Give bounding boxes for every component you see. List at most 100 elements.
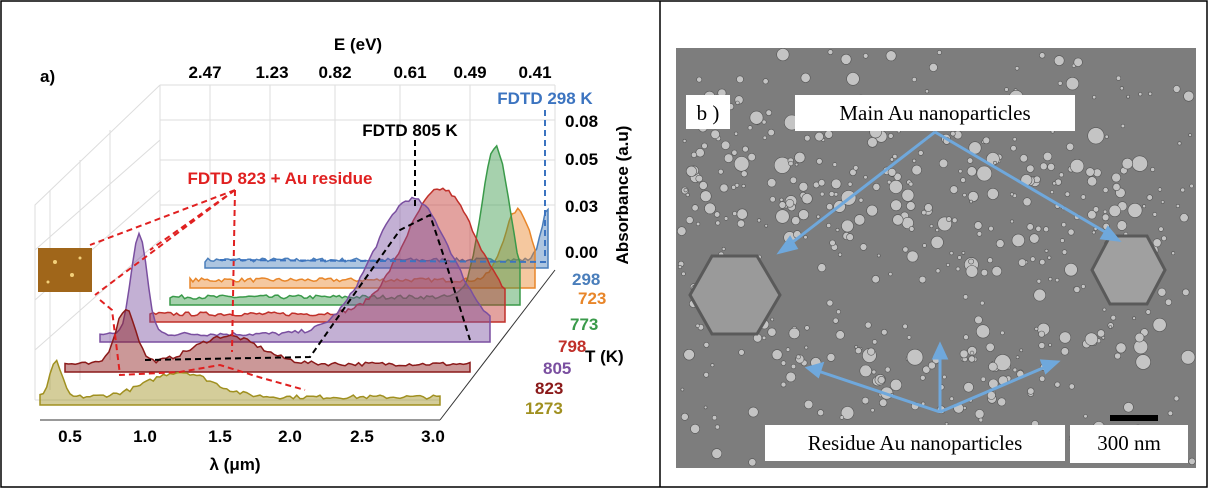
particle: [906, 335, 912, 340]
particle: [1110, 314, 1117, 321]
particle: [731, 149, 738, 156]
particle: [960, 177, 966, 183]
particle: [817, 409, 824, 417]
particle: [734, 131, 739, 136]
particle: [771, 349, 783, 361]
top-tick-label: 2.47: [188, 63, 221, 82]
particle: [1067, 228, 1075, 236]
particle: [1035, 225, 1042, 232]
particle: [935, 268, 941, 274]
particle: [849, 168, 857, 176]
particle: [1018, 258, 1027, 267]
particle: [814, 131, 824, 142]
label-box: [1070, 425, 1188, 463]
particle: [1073, 57, 1083, 67]
particle: [1121, 157, 1134, 170]
particle: [963, 334, 969, 341]
panel-a: E (eV) a) Absorbance (a.u) T (K) λ (μm) …: [34, 35, 632, 474]
particle: [748, 458, 757, 467]
temperature-label: 723: [578, 289, 606, 308]
particle: [968, 258, 974, 265]
particle: [690, 423, 700, 434]
particle: [924, 89, 929, 94]
particle: [731, 184, 736, 190]
particle: [1081, 284, 1086, 289]
particle: [1152, 238, 1162, 248]
particle: [1101, 335, 1106, 340]
particle: [974, 409, 985, 419]
particle: [1115, 342, 1127, 354]
particle: [840, 406, 855, 420]
particle: [1059, 331, 1072, 344]
particle: [817, 263, 827, 273]
particle: [1152, 212, 1158, 217]
particle: [695, 221, 701, 227]
particle: [1050, 190, 1054, 195]
particle: [1114, 352, 1121, 360]
particle: [997, 397, 1007, 407]
residue-label: Residue Au nanoparticles: [808, 431, 1023, 455]
particle: [962, 193, 967, 198]
annotation: FDTD 805 K: [362, 121, 458, 140]
particle: [1101, 213, 1110, 222]
particle: [829, 239, 836, 247]
particle: [1053, 55, 1065, 66]
particle: [846, 72, 860, 86]
particle: [1061, 249, 1068, 255]
particle: [988, 225, 994, 232]
particle: [734, 183, 740, 188]
particle: [685, 216, 694, 224]
particle: [975, 324, 990, 339]
particle: [714, 424, 720, 430]
particle: [1116, 75, 1122, 81]
particle: [877, 375, 886, 384]
particle: [1102, 209, 1108, 214]
particle: [767, 178, 777, 188]
particle: [683, 349, 695, 361]
particle: [1189, 183, 1194, 189]
particle: [1000, 330, 1005, 336]
particle: [816, 214, 821, 219]
particle: [741, 184, 746, 189]
particle: [740, 170, 748, 178]
waterfall-curves: [39, 144, 549, 406]
annotation: FDTD 298 K: [497, 89, 593, 108]
particle: [803, 399, 814, 410]
particle: [681, 271, 686, 276]
particle: [1048, 277, 1053, 282]
particle: [969, 350, 975, 356]
particle: [993, 160, 997, 165]
particle: [871, 369, 877, 375]
particle: [819, 191, 825, 197]
particle: [912, 158, 917, 163]
particle: [1068, 383, 1075, 390]
particle: [961, 251, 966, 255]
particle: [935, 228, 940, 233]
right-tick-label: 0.00: [565, 243, 598, 262]
particle: [703, 371, 710, 378]
particle: [685, 192, 690, 197]
right-tick-label: 0.08: [565, 112, 598, 131]
particle: [938, 158, 949, 168]
particle: [1111, 172, 1121, 183]
particle: [757, 218, 762, 223]
particle: [887, 133, 894, 139]
particle: [1158, 226, 1164, 232]
particle: [780, 360, 787, 366]
particle: [804, 345, 809, 350]
particle: [1123, 402, 1134, 413]
particle: [872, 339, 878, 345]
particle: [695, 174, 703, 183]
particle: [944, 422, 949, 426]
particle: [969, 199, 973, 204]
particle: [738, 349, 745, 356]
particle: [835, 330, 845, 340]
particle: [1132, 316, 1136, 321]
particle: [946, 216, 952, 222]
particle: [1011, 233, 1025, 247]
particle: [959, 349, 969, 359]
temperature-label: 798: [558, 337, 586, 356]
particle: [1138, 92, 1143, 97]
particle: [1120, 123, 1125, 129]
particle: [886, 179, 892, 185]
